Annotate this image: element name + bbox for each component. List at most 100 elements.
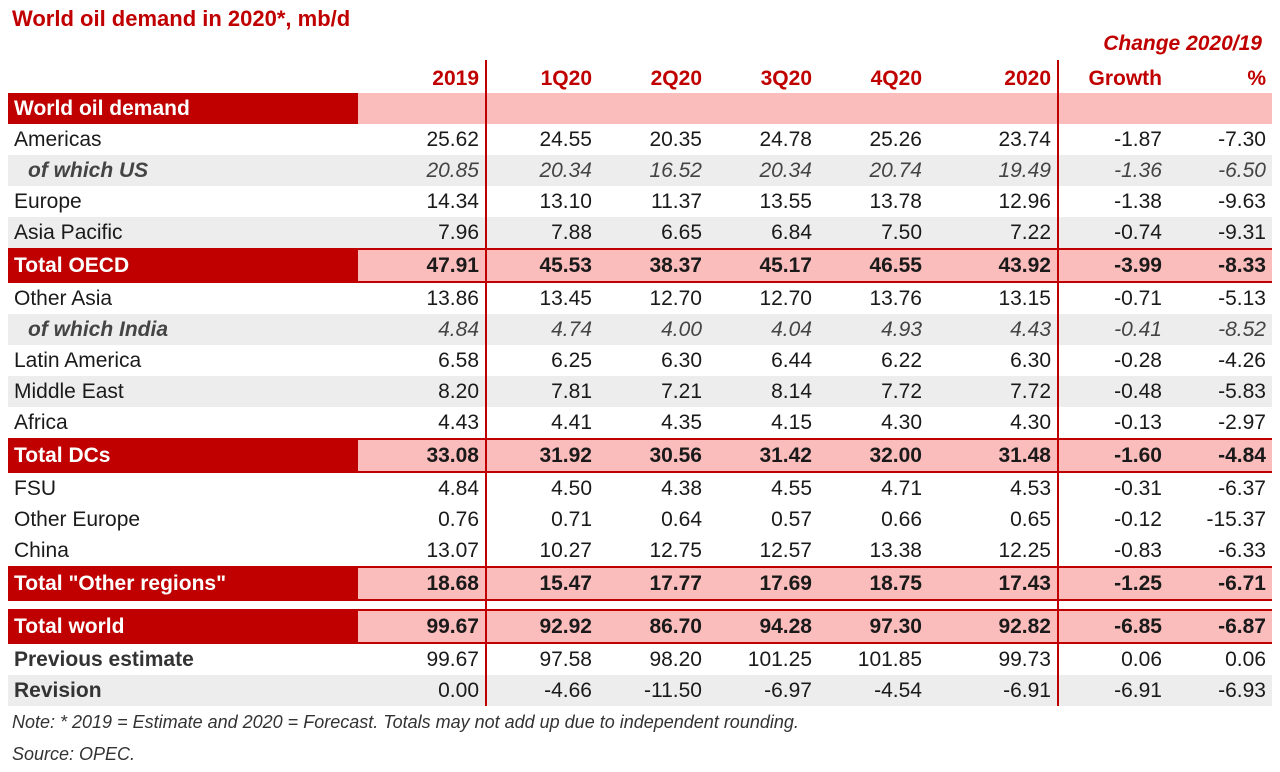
table-cell: -3.99: [1058, 248, 1168, 283]
source-text: Source: OPEC.: [12, 744, 136, 764]
table-cell: -1.38: [1114, 189, 1162, 213]
table-cell: -0.74: [1058, 217, 1168, 249]
table-cell: 14.34: [358, 186, 487, 217]
row-label: FSU: [14, 476, 56, 500]
table-cell: -6.33: [1218, 538, 1266, 562]
table-cell: -6.97: [708, 675, 818, 706]
table-cell: -1.25: [1058, 566, 1168, 601]
table-cell: 6.84: [708, 217, 818, 249]
table-cell: 101.85: [857, 647, 922, 671]
table-cell: 45.17: [708, 248, 818, 283]
table-cell: -1.36: [1058, 155, 1168, 186]
table-cell: 7.50: [818, 217, 928, 249]
table-cell: 92.82: [928, 609, 1059, 644]
table-cell: 19.49: [928, 155, 1059, 186]
table-cell: 4.04: [708, 314, 818, 345]
table-cell: 4.35: [661, 410, 702, 434]
table-cell: 94.28: [708, 609, 818, 644]
table-cell: 13.78: [869, 189, 922, 213]
table-cell: 4.00: [598, 314, 708, 345]
table-row: Total OECD 47.91 45.53 38.37 45.17 46.55 43.92…: [8, 248, 1272, 283]
table-cell: 43.92: [928, 248, 1059, 283]
table-cell: 6.44: [771, 348, 812, 372]
table-cell: 7.72: [818, 376, 928, 407]
table-row: Revision 0.00 -4.66 -11.50 -6.97 -4.54 -6.91 -6…: [8, 675, 1272, 706]
table-cell: 24.55: [539, 127, 592, 151]
table-cell: -0.41: [1058, 314, 1168, 345]
row-label: Americas: [14, 127, 102, 151]
table-cell: -0.31: [1114, 476, 1162, 500]
table-cell: 12.70: [759, 286, 812, 310]
table-cell: 31.42: [708, 438, 818, 473]
table-cell: 25.62: [358, 124, 487, 155]
table-row: Total DCs 33.08 31.92 30.56 31.42 32.00 31.48-…: [8, 438, 1272, 473]
table-cell: [708, 93, 818, 124]
table-cell: 97.30: [818, 609, 928, 644]
table-cell: 101.25: [747, 647, 812, 671]
table-cell: 4.30: [928, 407, 1059, 439]
table-cell: -7.30: [1218, 127, 1266, 151]
table-cell: 33.08: [358, 438, 487, 473]
table-cell: 8.14: [708, 376, 818, 407]
table-cell: 4.15: [771, 410, 812, 434]
row-label: Europe: [14, 189, 82, 213]
table-cell: -15.37: [1206, 507, 1266, 531]
table-cell: -6.85: [1058, 609, 1168, 644]
table-cell: 17.69: [708, 566, 818, 601]
table-cell: 16.52: [598, 155, 708, 186]
section-row: World oil demand: [8, 93, 1272, 124]
table-cell: 47.91: [358, 248, 487, 283]
note-text: Note: * 2019 = Estimate and 2020 = Forec…: [12, 712, 799, 732]
table-cell: -6.87: [1168, 609, 1272, 644]
table-cell: 0.57: [771, 507, 812, 531]
table-cell: 99.67: [358, 643, 487, 675]
table-cell: 11.37: [651, 189, 702, 213]
table-cell: -6.37: [1218, 476, 1266, 500]
table-row: Americas 25.62 24.55 20.35 24.78 25.26 23.74 -1…: [8, 124, 1272, 155]
column-header: 4Q20: [870, 67, 922, 90]
table-cell: 6.30: [661, 348, 702, 372]
row-label: Other Asia: [14, 286, 113, 310]
table-cell: -1.87: [1114, 127, 1162, 151]
column-header: 2019: [358, 60, 487, 93]
table-cell: 15.47: [486, 566, 598, 601]
table-cell: [486, 93, 598, 124]
table-cell: 23.74: [928, 124, 1059, 155]
table-cell: 0.65: [928, 504, 1059, 535]
row-label: Africa: [14, 410, 68, 434]
row-label: of which India: [8, 314, 358, 345]
table-cell: 8.20: [358, 376, 487, 407]
column-header: 1Q20: [540, 67, 592, 90]
table-cell: 12.70: [649, 286, 702, 310]
table-cell: [598, 93, 708, 124]
table-cell: 13.38: [869, 538, 922, 562]
column-header: Growth: [1088, 67, 1163, 90]
table-cell: -0.28: [1114, 348, 1162, 372]
table-cell: -4.66: [486, 675, 598, 706]
table-cell: 18.75: [818, 566, 928, 601]
table-cell: 4.41: [551, 410, 592, 434]
table-cell: 4.43: [358, 407, 487, 439]
table-row: Total world 99.67 92.92 86.70 94.28 97.30 92.8…: [8, 609, 1272, 644]
row-label: Total world: [8, 609, 358, 644]
table-cell: -0.71: [1114, 286, 1162, 310]
table-cell: -6.91: [928, 675, 1059, 706]
table-cell: 12.75: [649, 538, 702, 562]
column-header: 2Q20: [650, 67, 702, 90]
table-cell: -4.84: [1168, 438, 1272, 473]
table-cell: -4.54: [818, 675, 928, 706]
table-cell: 98.20: [649, 647, 702, 671]
table-cell: -0.83: [1114, 538, 1162, 562]
table-cell: [1058, 93, 1168, 124]
table-cell: -6.71: [1168, 566, 1272, 601]
row-label: China: [14, 538, 69, 562]
table-row: Other Asia 13.86 13.45 12.70 12.70 13.76 13.15…: [8, 282, 1272, 314]
table-cell: 7.81: [486, 376, 598, 407]
table-cell: 12.25: [928, 535, 1059, 567]
table-cell: 0.71: [551, 507, 592, 531]
table-cell: -1.60: [1058, 438, 1168, 473]
column-header: 3Q20: [760, 67, 812, 90]
table-cell: 13.10: [539, 189, 592, 213]
table-cell: 31.48: [928, 438, 1059, 473]
table-cell: [1168, 93, 1272, 124]
